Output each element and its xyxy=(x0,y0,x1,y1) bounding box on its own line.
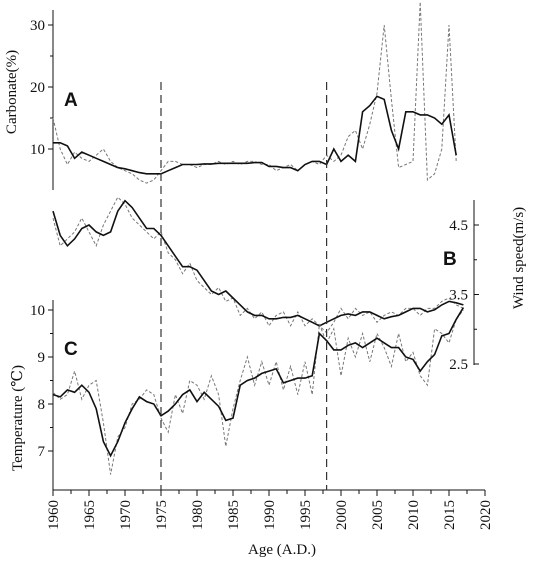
event-markers xyxy=(160,82,328,490)
x-axis-title: Age (A.D.) xyxy=(248,542,316,558)
panel-c-y-tick-label: 7 xyxy=(38,444,46,460)
panel-c-y-axis-title: Temperature (℃) xyxy=(10,365,26,471)
x-tick-label: 1960 xyxy=(46,500,62,530)
x-tick-label: 2015 xyxy=(442,500,458,530)
x-tick-label: 1965 xyxy=(82,500,98,530)
panel-a-y-tick-label: 10 xyxy=(30,142,45,158)
panel-c-solid-series-line xyxy=(52,307,465,458)
panel-a-series xyxy=(52,1,457,184)
panel-c-temperature: 7 8 9 10 1960 1965 1970 1975 1980 1985 1990 1995 20… xyxy=(10,300,494,558)
x-tick-label: 2020 xyxy=(478,500,494,530)
panel-a-letter: A xyxy=(64,90,78,111)
panel-b-wind-speed: 2.5 3.5 4.5 Wind speed(m/s) B xyxy=(52,196,527,373)
x-tick-label: 1995 xyxy=(298,500,314,530)
x-tick-label: 1985 xyxy=(226,500,242,530)
panel-b-dashed-series-line xyxy=(52,196,464,334)
panel-b-y-tick-label: 2.5 xyxy=(449,357,468,373)
panel-c-dashed-series-line xyxy=(52,309,464,475)
panel-a-solid-series-line xyxy=(53,95,457,175)
panel-b-solid-series-line xyxy=(52,199,464,327)
panel-a-dashed-series-line xyxy=(52,1,457,184)
panel-a-y-tick-label: 20 xyxy=(30,80,45,96)
panel-c-y-tick-label: 9 xyxy=(38,350,46,366)
panel-c-y-tick-label: 10 xyxy=(30,303,45,319)
x-ticks: 1960 1965 1970 1975 1980 1985 1990 1995 2000 2005… xyxy=(46,490,494,530)
panel-b-letter: B xyxy=(443,249,457,270)
panel-a-y-tick-label: 30 xyxy=(30,18,45,34)
x-tick-label: 1980 xyxy=(190,500,206,530)
panel-b-y-axis-title: Wind speed(m/s) xyxy=(511,207,527,309)
panel-a-y-axis-title: Carbonate(%) xyxy=(4,50,20,134)
panel-a-y-ticks: 10 20 30 xyxy=(30,18,53,158)
x-tick-label: 1990 xyxy=(262,500,278,530)
panel-b-y-tick-label: 4.5 xyxy=(449,218,468,234)
panel-b-series xyxy=(52,196,464,334)
panel-b-y-ticks: 2.5 3.5 4.5 xyxy=(449,218,479,373)
panel-c-letter: C xyxy=(64,339,78,360)
x-tick-label: 1970 xyxy=(118,500,134,530)
x-tick-label: 1975 xyxy=(154,500,170,530)
x-tick-label: 2000 xyxy=(334,500,350,530)
panel-c-series xyxy=(52,307,465,475)
panel-b-y-tick-label: 3.5 xyxy=(449,288,468,304)
panel-a-carbonate: 10 20 30 Carbonate(%) A xyxy=(4,1,457,190)
panel-c-y-ticks: 7 8 9 10 xyxy=(30,303,53,460)
panel-c-y-tick-label: 8 xyxy=(38,397,46,413)
x-tick-label: 2005 xyxy=(370,500,386,530)
x-tick-label: 2010 xyxy=(406,500,422,530)
